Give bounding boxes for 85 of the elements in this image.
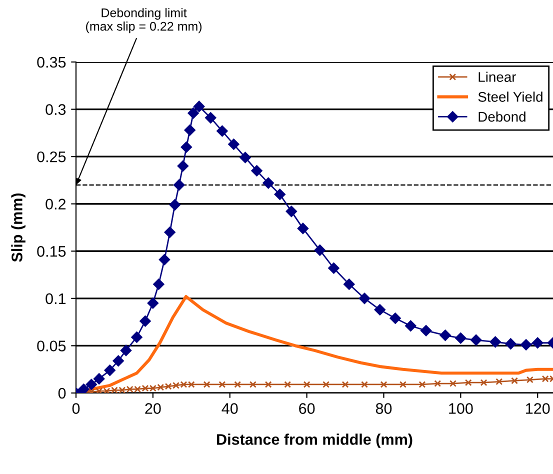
y-tick-label: 0.1 xyxy=(46,293,66,304)
point xyxy=(344,278,355,290)
point xyxy=(216,125,228,137)
x-tick-label: 120 xyxy=(526,403,550,414)
point xyxy=(264,381,272,388)
point xyxy=(418,381,426,388)
legend-label: Linear xyxy=(478,72,516,82)
point xyxy=(153,278,164,290)
point xyxy=(526,376,534,384)
legend-label: Debond xyxy=(478,112,526,122)
point xyxy=(405,320,416,332)
point xyxy=(249,381,256,388)
point xyxy=(420,324,432,336)
point xyxy=(251,165,262,176)
y-tick-label: 0.15 xyxy=(37,246,66,257)
point xyxy=(297,222,309,234)
point xyxy=(455,332,466,344)
x-tick-label: 40 xyxy=(222,403,238,414)
point xyxy=(173,179,185,191)
point xyxy=(520,339,532,350)
y-axis-title: Slip (mm) xyxy=(11,193,26,262)
point xyxy=(164,226,176,238)
point xyxy=(450,380,456,388)
point xyxy=(193,100,205,112)
annotation: Debonding limit (max slip = 0.22 mm) xyxy=(86,8,202,34)
point xyxy=(177,160,189,172)
point xyxy=(286,206,298,218)
x-tick-label: 20 xyxy=(145,403,161,414)
point xyxy=(104,364,116,376)
point xyxy=(380,381,388,388)
point xyxy=(361,381,368,388)
point xyxy=(131,332,142,343)
point xyxy=(284,381,292,388)
point xyxy=(184,124,196,136)
point xyxy=(203,381,210,388)
point xyxy=(490,336,501,348)
y-tick-label: 0.3 xyxy=(46,104,66,115)
point xyxy=(147,298,159,309)
point xyxy=(120,344,132,356)
point xyxy=(234,381,242,388)
y-tick-label: 0.05 xyxy=(37,340,66,352)
y-tick-label: 0.2 xyxy=(46,198,66,210)
point xyxy=(218,381,226,388)
point xyxy=(228,138,240,150)
point xyxy=(93,373,105,384)
point xyxy=(440,330,451,341)
point xyxy=(400,381,406,388)
y-tick-label: 0.35 xyxy=(37,56,66,68)
x-tick-label: 60 xyxy=(299,403,315,414)
point xyxy=(434,380,442,388)
point xyxy=(169,199,180,210)
point xyxy=(140,316,151,327)
point xyxy=(374,304,386,316)
point xyxy=(314,244,326,256)
point xyxy=(322,381,330,388)
legend-label: Steel Yield xyxy=(478,92,542,102)
point xyxy=(511,377,518,384)
point xyxy=(158,254,170,266)
y-tick-label: 0 xyxy=(58,388,66,399)
point xyxy=(470,334,482,346)
point xyxy=(303,381,310,388)
point xyxy=(78,384,90,393)
point xyxy=(505,338,516,350)
point xyxy=(86,378,97,390)
x-axis-title: Distance from middle (mm) xyxy=(217,434,412,448)
point xyxy=(274,188,286,200)
point xyxy=(180,142,192,153)
point xyxy=(532,337,544,348)
point xyxy=(496,378,503,386)
point xyxy=(542,375,549,382)
x-tick-label: 80 xyxy=(376,403,392,414)
point xyxy=(188,107,199,119)
y-tick-label: 0.25 xyxy=(37,151,66,162)
point xyxy=(464,379,472,386)
point xyxy=(358,292,370,304)
point xyxy=(390,312,401,324)
point xyxy=(328,262,340,274)
point xyxy=(262,177,274,189)
point xyxy=(480,379,488,386)
point xyxy=(342,381,349,388)
point xyxy=(240,152,251,164)
point xyxy=(112,355,124,366)
x-tick-label: 0 xyxy=(72,403,80,414)
point xyxy=(205,112,216,124)
x-tick-label: 100 xyxy=(449,403,473,414)
